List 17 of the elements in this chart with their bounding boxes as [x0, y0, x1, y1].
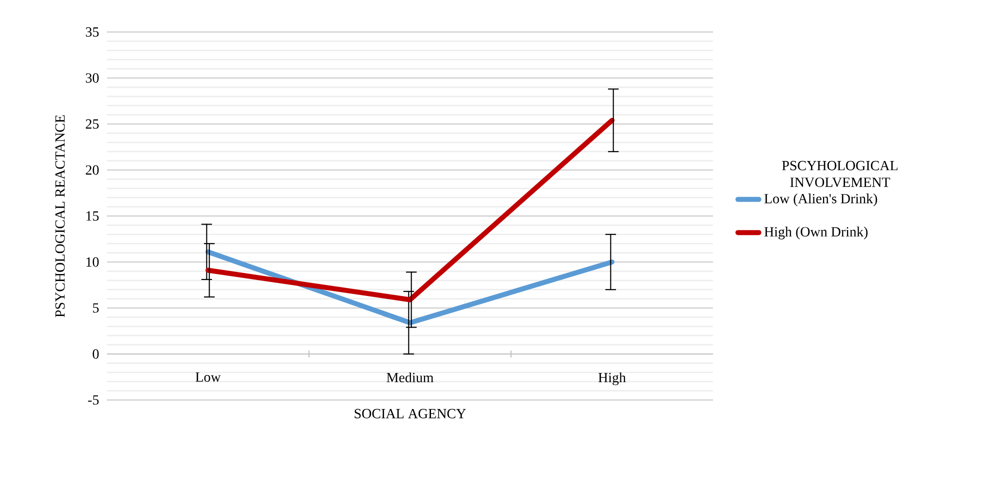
y-tick-label: 35: [86, 27, 99, 37]
legend-label: Low (Alien's Drink): [764, 194, 878, 206]
y-tick-label: 30: [86, 73, 99, 83]
y-axis-title: PSYCHOLOGICAL REACTANCE: [55, 115, 65, 318]
x-tick-label: High: [598, 372, 626, 386]
y-tick-label: 0: [92, 349, 99, 359]
y-tick-label: 20: [86, 165, 99, 175]
x-tick-label: Low: [196, 372, 221, 382]
x-axis-title: SOCIAL AGENCY: [354, 408, 466, 418]
y-tick-label: 10: [86, 257, 99, 267]
y-tick-label: -5: [88, 395, 99, 405]
x-tick-label: Medium: [386, 372, 434, 382]
y-tick-label: 15: [86, 211, 99, 221]
legend-label: High (Own Drink): [764, 226, 868, 240]
y-tick-label: 5: [93, 303, 99, 313]
legend-title: PSCYHOLOGICAL INVOLVEMENT: [782, 160, 898, 188]
y-tick-label: 25: [86, 119, 99, 129]
